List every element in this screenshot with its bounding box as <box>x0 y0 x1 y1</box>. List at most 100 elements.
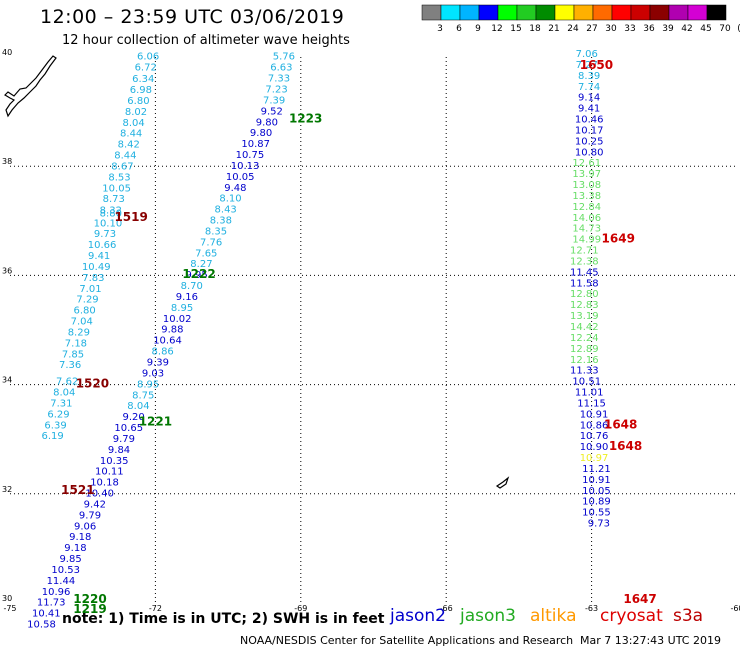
swh-value: 7.29 <box>76 295 98 306</box>
swh-value: 11.15 <box>577 398 606 409</box>
swh-value: 12.61 <box>572 158 601 169</box>
swh-value: 9.88 <box>161 325 183 336</box>
swh-value: 11.33 <box>570 366 599 377</box>
colorbar-label: 6 <box>456 24 462 34</box>
swh-value: 7.62 <box>56 377 78 388</box>
swh-value: 9.79 <box>79 510 101 521</box>
legend-s3a: s3a <box>673 606 704 626</box>
colorbar-label: 24 <box>567 24 579 34</box>
colorbar-swatch <box>668 4 689 21</box>
y-tick-label: 38 <box>2 157 12 166</box>
swh-value: 14.73 <box>572 224 601 235</box>
swh-value: 8.75 <box>132 390 154 401</box>
swh-value: 10.05 <box>226 172 255 183</box>
time-label: 1521 <box>61 483 94 497</box>
swh-value: 10.75 <box>236 150 265 161</box>
colorbar-swatch <box>630 4 651 21</box>
swh-value: 6.72 <box>135 63 157 74</box>
coastline-outline <box>4 55 510 489</box>
colorbar-swatch <box>497 4 518 21</box>
swh-value: 6.39 <box>44 420 66 431</box>
swh-value: 9.79 <box>113 434 135 445</box>
colorbar-swatch <box>687 4 708 21</box>
colorbar-label: 18 <box>529 24 541 34</box>
swh-value: 10.17 <box>575 125 604 136</box>
swh-value: 10.97 <box>580 453 609 464</box>
swh-value: 8.02 <box>125 107 147 118</box>
swh-value: 14.06 <box>572 213 601 224</box>
legend-jason3: jason3 <box>460 606 516 626</box>
colorbar-label: (ft) <box>737 24 740 34</box>
chart-subtitle: 12 hour collection of altimeter wave hei… <box>62 33 350 48</box>
swh-value: 9.73 <box>94 229 116 240</box>
time-label: 1222 <box>182 267 215 281</box>
swh-value: 9.52 <box>261 106 283 117</box>
swh-value: 10.46 <box>575 115 604 126</box>
swh-value: 7.76 <box>200 237 222 248</box>
time-label: 1519 <box>114 210 147 224</box>
swh-value: 9.80 <box>256 117 278 128</box>
swh-value: 8.95 <box>171 303 193 314</box>
swh-value: 10.05 <box>582 486 611 497</box>
swh-value: 10.10 <box>94 218 123 229</box>
swh-value: 9.48 <box>224 183 246 194</box>
x-tick-label: -63 <box>585 604 598 613</box>
colorbar-label: 9 <box>475 24 481 34</box>
swh-value: 6.98 <box>130 85 152 96</box>
grid-lines <box>10 57 737 603</box>
swh-value: 12.71 <box>570 246 599 257</box>
swh-value: 9.18 <box>69 532 91 543</box>
colorbar-swatch <box>478 4 499 21</box>
x-tick-label: -60 <box>730 604 740 613</box>
swh-value: 10.58 <box>27 620 56 631</box>
swh-value: 10.25 <box>575 136 604 147</box>
time-label: 1650 <box>580 58 613 72</box>
swh-value: 6.80 <box>127 96 149 107</box>
x-tick-label: -69 <box>294 604 307 613</box>
colorbar-label: 45 <box>700 24 711 34</box>
colorbar-label: 36 <box>643 24 655 34</box>
colorbar-swatch <box>706 4 727 21</box>
time-label: 1647 <box>623 592 656 606</box>
colorbar-label: 33 <box>624 24 635 34</box>
swh-value: 8.80 <box>100 208 122 219</box>
swh-value: 10.76 <box>580 431 609 442</box>
swh-value: 10.35 <box>100 456 129 467</box>
swh-value: 9.03 <box>142 368 164 379</box>
swh-value: 7.18 <box>65 338 87 349</box>
swh-value: 9.06 <box>74 521 96 532</box>
swh-value: 10.51 <box>572 377 601 388</box>
time-label: 1220 <box>73 592 106 606</box>
axes: -75 -72 -69 -66 -63 -60 30 32 34 36 38 40 <box>2 48 740 613</box>
y-tick-label: 30 <box>2 594 12 603</box>
y-tick-label: 34 <box>2 376 12 385</box>
swh-value: 8.95 <box>137 379 159 390</box>
swh-value: 10.55 <box>582 508 611 519</box>
time-label: 1219 <box>73 602 106 616</box>
swh-value: 10.49 <box>82 262 111 273</box>
x-tick-label: -66 <box>440 604 453 613</box>
time-label: 1520 <box>76 376 109 390</box>
swh-value: 9.95 <box>185 270 207 281</box>
swh-value: 8.27 <box>190 259 212 270</box>
swh-value: 11.58 <box>570 278 599 289</box>
wave-height-labels: 6.066.726.346.986.808.028.048.448.428.44… <box>27 49 611 631</box>
swh-value: 8.04 <box>53 388 75 399</box>
swh-value: 9.41 <box>578 104 600 115</box>
colorbar-label: 3 <box>437 24 443 34</box>
colorbar-label: 12 <box>491 24 502 34</box>
swh-value: 7.39 <box>263 95 285 106</box>
swh-value: 12.83 <box>570 300 599 311</box>
swh-value: 9.16 <box>176 292 198 303</box>
colorbar-swatch <box>440 4 461 21</box>
swh-value: 9.39 <box>147 357 169 368</box>
swh-value: 9.14 <box>578 93 600 104</box>
swh-value: 10.80 <box>575 147 604 158</box>
time-label: 1221 <box>139 415 172 429</box>
swh-value: 6.80 <box>74 306 96 317</box>
swh-value: 10.65 <box>114 423 143 434</box>
swh-value: 7.06 <box>576 49 598 60</box>
colorbar-label: 42 <box>681 24 692 34</box>
